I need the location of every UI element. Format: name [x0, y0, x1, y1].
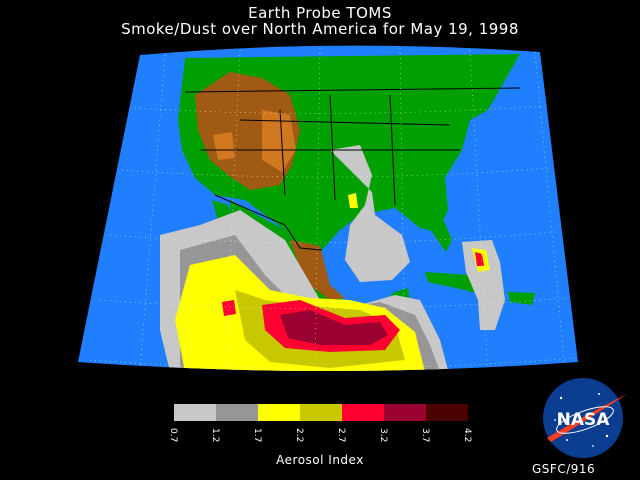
- legend-tick-label: 3.7: [420, 428, 430, 442]
- legend-swatch: [300, 404, 342, 421]
- map-frame: [78, 45, 578, 371]
- legend-tick-label: 2.2: [294, 428, 304, 442]
- aerosol-red-caribbean: [475, 252, 484, 266]
- terrain-mexico: [290, 240, 345, 300]
- legend-tick-label: 1.7: [252, 428, 262, 442]
- aerosol-red-spot: [222, 300, 236, 316]
- legend-title: Aerosol Index: [276, 453, 364, 467]
- land-florida: [415, 212, 452, 252]
- nasa-logo-stars: [554, 393, 609, 447]
- nasa-logo: NASA: [543, 378, 627, 458]
- legend-tick-label: 0.7: [168, 428, 178, 442]
- legend-tick-label: 3.2: [378, 428, 388, 442]
- legend-swatch: [342, 404, 384, 421]
- terrain-west-light: [262, 110, 296, 172]
- aerosol-yellow-gulf-spot: [348, 193, 358, 208]
- legend-tick-label: 1.2: [210, 428, 220, 442]
- nasa-logo-vector: [547, 394, 627, 442]
- legend-swatch: [216, 404, 258, 421]
- terrain-west-light-2: [213, 132, 235, 160]
- nasa-logo-text: NASA: [557, 410, 611, 430]
- legend-ticks: 0.7 1.2 1.7 2.2 2.7 3.2 3.7 4.2: [168, 428, 472, 442]
- credit-label: GSFC/916: [532, 462, 596, 476]
- graticule: [89, 47, 576, 371]
- map-subtitle: Smoke/Dust over North America for May 19…: [121, 20, 519, 38]
- aerosol-crimson-core: [280, 310, 388, 345]
- legend-color-bar: [174, 404, 468, 421]
- legend-tick-label: 2.7: [336, 428, 346, 442]
- nasa-logo-orbit: [556, 406, 614, 434]
- aerosol-gulf-plume: [330, 145, 410, 282]
- legend-tick-label: 4.2: [462, 428, 472, 442]
- legend-swatch: [258, 404, 300, 421]
- legend-swatch: [384, 404, 426, 421]
- legend-swatch: [426, 404, 468, 421]
- legend-swatch: [174, 404, 216, 421]
- map-title: Earth Probe TOMS: [248, 4, 392, 22]
- boundaries: [184, 87, 521, 251]
- aerosol-caribbean-plume: [462, 240, 505, 330]
